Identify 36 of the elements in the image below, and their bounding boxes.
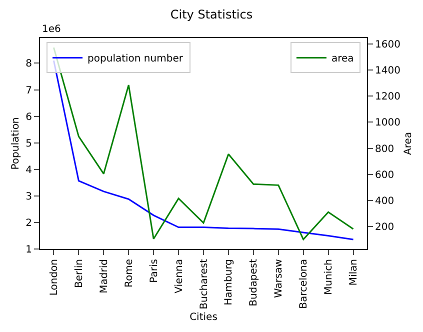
- x-tick-label: Madrid: [98, 259, 110, 294]
- y-tick-label: 7: [26, 85, 32, 96]
- y2-tick-label: 1200: [375, 92, 400, 103]
- y-tick-label: 4: [26, 164, 32, 176]
- x-tick-label: Warsaw: [274, 259, 285, 298]
- y2-tick-label: 800: [375, 144, 394, 155]
- x-tick-label: Barcelona: [298, 259, 310, 309]
- y2-tick-label: 1000: [375, 118, 400, 129]
- x-tick-label: Milan: [348, 259, 360, 286]
- text: 1e6: [42, 24, 61, 35]
- y-tick-label: 1: [26, 244, 32, 256]
- x-tick-label: London: [48, 259, 60, 296]
- x-tick-label: Munich: [324, 259, 335, 295]
- x-tick-label: Budapest: [248, 258, 260, 306]
- y2-tick-label: 600: [375, 170, 394, 181]
- y2-axis-title: Area: [402, 132, 414, 156]
- y-tick-label: 5: [26, 138, 32, 150]
- y-tick-label: 3: [26, 191, 32, 202]
- x-tick-label: Hamburg: [224, 259, 235, 306]
- x-tick-label: Rome: [124, 259, 135, 288]
- legend-label: population number: [88, 54, 184, 65]
- y2-tick-label: 200: [375, 222, 394, 234]
- y-tick-label: 8: [26, 58, 32, 70]
- y2-tick-label: 1400: [375, 66, 400, 77]
- y-tick-label: 6: [26, 112, 32, 123]
- x-axis-title: Cities: [190, 312, 218, 323]
- legend-label: area: [331, 54, 354, 65]
- y2-tick-label: 1600: [375, 39, 400, 50]
- y-axis-title: Population: [10, 117, 22, 170]
- x-tick-label: Paris: [148, 259, 160, 283]
- y2-tick-label: 400: [375, 196, 394, 207]
- y-tick-label: 2: [26, 218, 32, 229]
- x-tick-label: Berlin: [74, 259, 85, 288]
- x-tick-label: Bucharest: [198, 258, 210, 310]
- x-tick-label: Vienna: [174, 259, 185, 294]
- chart-title: City Statistics: [170, 7, 253, 22]
